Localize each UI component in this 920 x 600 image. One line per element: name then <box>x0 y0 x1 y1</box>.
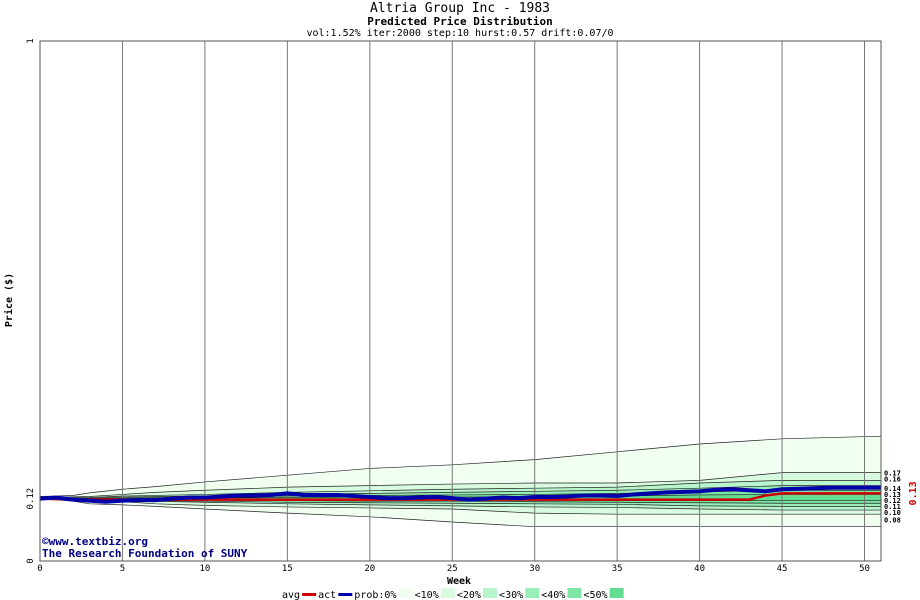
series-act <box>39 485 881 504</box>
x-tick-label-7: 35 <box>612 564 623 574</box>
legend-label-3: <10% <box>415 590 439 600</box>
x-axis-label: Week <box>447 576 471 587</box>
chart-title: Altria Group Inc - 1983 <box>370 1 550 16</box>
plot-frame <box>39 40 882 562</box>
legend-label-1: act <box>318 590 336 600</box>
legend-swatch-4 <box>483 588 498 598</box>
axis-ticks: 0 5 10 15 20 25 30 35 40 45 50 0 0.12 1 <box>26 38 870 574</box>
legend-label-4: <20% <box>457 590 481 600</box>
legend-swatch-1 <box>338 593 353 596</box>
legend-swatch-6 <box>567 588 582 598</box>
x-tick-label-2: 10 <box>199 564 210 574</box>
x-tick-label-4: 20 <box>364 564 375 574</box>
end-label-2: 0.14 <box>884 485 901 493</box>
watermark-url: ©www.textbiz.org <box>42 535 148 548</box>
y-tick-label-2: 1 <box>26 38 36 43</box>
actual-price-label: 0.13 <box>908 481 919 505</box>
watermark-org: The Research Foundation of SUNY <box>42 547 248 560</box>
end-label-3: 0.13 <box>884 491 901 499</box>
x-tick-label-10: 50 <box>859 564 870 574</box>
legend-label-2: prob:0% <box>354 590 396 600</box>
end-label-1: 0.16 <box>884 476 901 484</box>
legend: avg act prob:0% <10% <20% <30% <40% <50% <box>282 588 624 600</box>
grid <box>121 41 866 561</box>
legend-label-5: <30% <box>499 590 523 600</box>
legend-swatch-5 <box>525 588 540 598</box>
legend-swatch-7 <box>609 588 624 598</box>
simulation-params: vol:1.52% iter:2000 step:10 hurst:0.57 d… <box>306 28 613 39</box>
end-label-4: 0.12 <box>884 497 901 505</box>
x-tick-label-1: 5 <box>120 564 125 574</box>
legend-label-0: avg <box>282 590 300 600</box>
x-tick-label-5: 25 <box>447 564 458 574</box>
end-label-0: 0.17 <box>884 470 901 478</box>
end-labels: 0.170.160.140.130.120.110.100.080.13 <box>884 470 919 525</box>
chart-subtitle: Predicted Price Distribution <box>367 15 552 28</box>
x-tick-label-0: 0 <box>37 564 42 574</box>
legend-swatch-2 <box>398 588 413 598</box>
end-label-5: 0.11 <box>884 503 901 511</box>
x-tick-label-8: 40 <box>694 564 705 574</box>
x-tick-label-6: 30 <box>529 564 540 574</box>
y-axis-label: Price ($) <box>3 273 15 327</box>
series-lines <box>39 485 881 504</box>
legend-swatch-3 <box>440 588 455 598</box>
end-label-7: 0.08 <box>884 516 901 524</box>
y-tick-label-1: 0.12 <box>26 488 36 510</box>
legend-label-6: <40% <box>541 590 565 600</box>
end-label-6: 0.10 <box>884 509 901 517</box>
legend-swatch-0 <box>302 593 317 596</box>
legend-label-7: <50% <box>583 590 607 600</box>
probability-bands <box>39 435 882 528</box>
y-tick-label-0: 0 <box>26 558 36 563</box>
x-tick-label-3: 15 <box>282 564 293 574</box>
x-tick-label-9: 45 <box>777 564 788 574</box>
